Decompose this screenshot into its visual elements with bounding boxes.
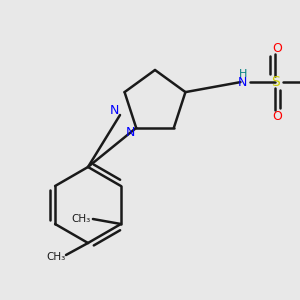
Text: S: S: [271, 75, 280, 89]
Text: N: N: [125, 126, 135, 140]
Text: CH₃: CH₃: [71, 214, 91, 224]
Text: CH₃: CH₃: [46, 252, 66, 262]
Text: N: N: [238, 76, 247, 88]
Text: N: N: [109, 104, 119, 118]
Text: H: H: [239, 69, 248, 79]
Text: O: O: [272, 42, 282, 55]
Text: O: O: [272, 110, 282, 123]
